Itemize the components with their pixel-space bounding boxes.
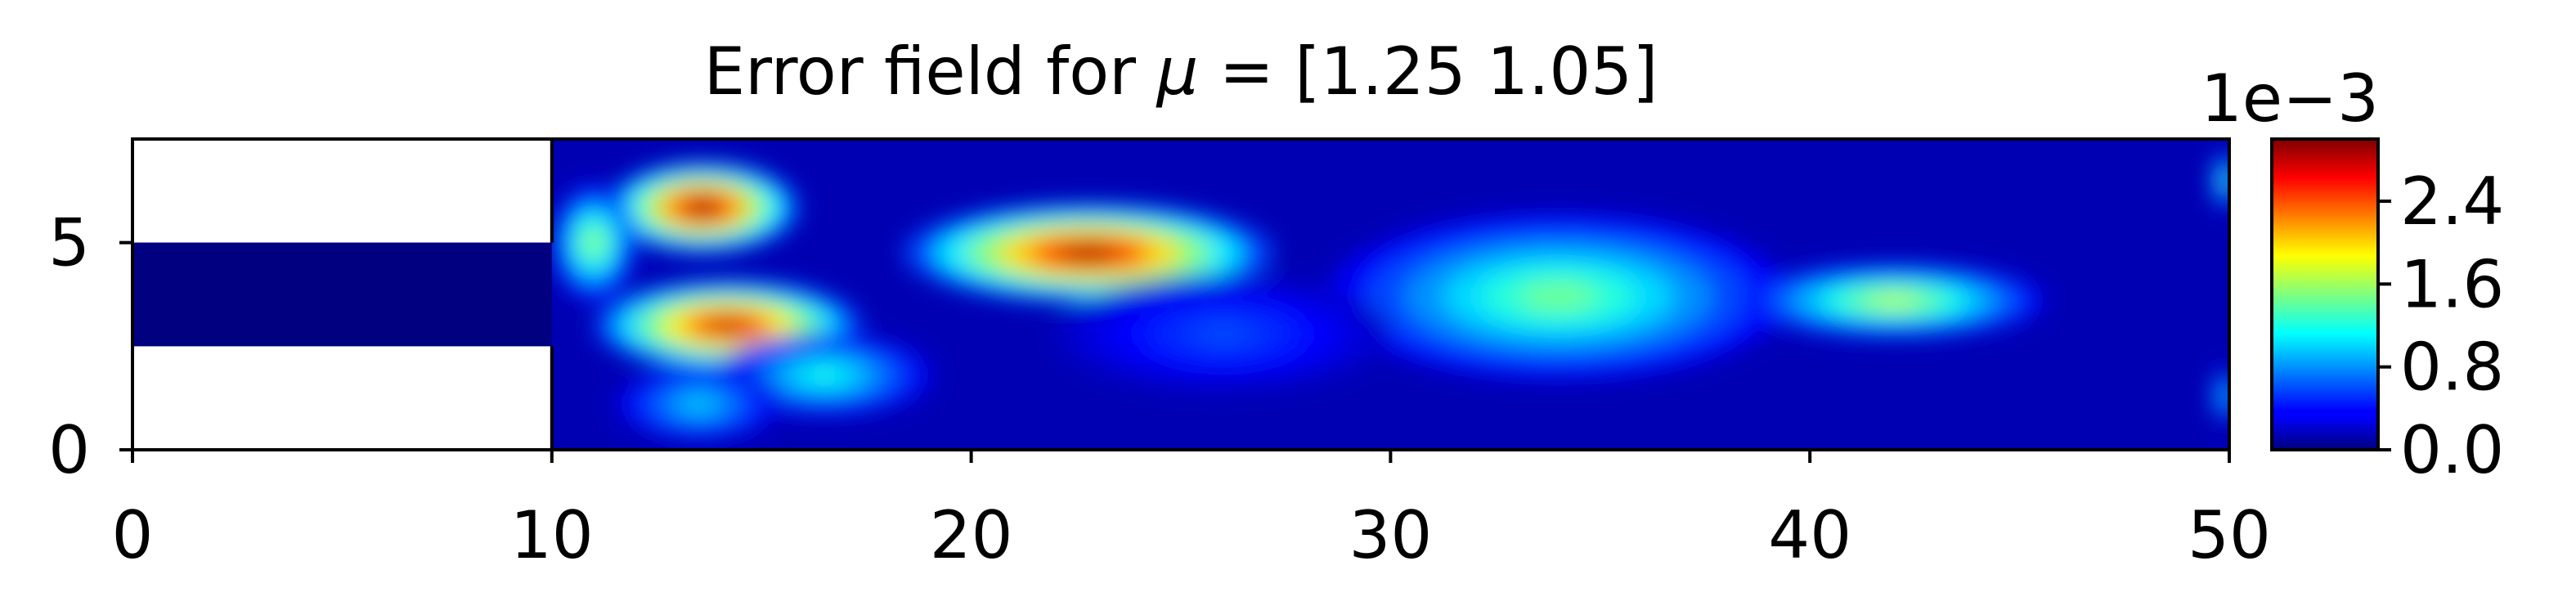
hotspot-layer	[2223, 175, 2228, 186]
x-tick-label: 0	[112, 497, 154, 573]
y-tick-label: 5	[48, 205, 90, 281]
x-tick-label: 20	[930, 497, 1013, 573]
hotspot	[1055, 276, 1391, 393]
masked-regions	[132, 139, 554, 450]
hotspot-layer	[806, 368, 843, 383]
hotspot	[2212, 151, 2229, 210]
hotspot-layer	[705, 317, 751, 334]
colorbar-gradient	[2270, 137, 2380, 451]
plot-frame	[131, 137, 2231, 451]
hotspot	[1327, 213, 1789, 379]
plot-area	[132, 139, 2229, 450]
x-tick-label: 40	[1768, 497, 1851, 573]
colorbar-ticks: 0.00.8 1.62.4	[2378, 164, 2504, 488]
hotspot-layer	[1195, 324, 1251, 343]
x-axis: 0 10 20 30 40 50	[112, 450, 2271, 573]
colorbar-offset-label: 1e−3	[2201, 61, 2379, 137]
error-hotspots	[551, 151, 2229, 442]
x-tick-label: 50	[2188, 497, 2271, 573]
hotspot	[606, 161, 800, 254]
hotspot-layer	[684, 397, 713, 411]
hotspot-layer	[1519, 282, 1597, 311]
colorbar-tick-label: 1.6	[2400, 246, 2504, 322]
hotspot-layer	[586, 232, 601, 253]
hotspot	[1743, 263, 2045, 339]
hotspot	[2212, 366, 2229, 425]
chart-title-prefix: Error field for	[704, 34, 1157, 110]
chart-title: Error field for μ = [1.25 1.05]	[704, 34, 1658, 110]
hotspot-layer	[2223, 391, 2228, 402]
masked-region	[132, 346, 552, 450]
hotspot-layer	[1057, 245, 1120, 262]
x-tick-label: 10	[510, 497, 594, 573]
inlet-channel	[132, 242, 552, 347]
x-tick-label: 30	[1349, 497, 1433, 573]
y-axis: 05	[48, 205, 132, 488]
y-tick-label: 0	[48, 412, 90, 488]
hotspot-layer	[686, 200, 720, 215]
colorbar-tick-label: 0.0	[2400, 412, 2504, 488]
chart-title-suffix: = [1.25 1.05]	[1198, 34, 1658, 110]
colorbar-tick-label: 0.8	[2400, 330, 2504, 406]
colorbar: 0.00.8 1.62.4 1e−3	[2201, 61, 2504, 488]
hotspot	[614, 366, 783, 442]
hotspot-layer	[1868, 294, 1919, 308]
hotspot	[551, 184, 636, 301]
chart-title-symbol: μ	[1156, 34, 1199, 110]
colorbar-tick-label: 2.4	[2400, 164, 2504, 240]
masked-region	[132, 139, 552, 243]
